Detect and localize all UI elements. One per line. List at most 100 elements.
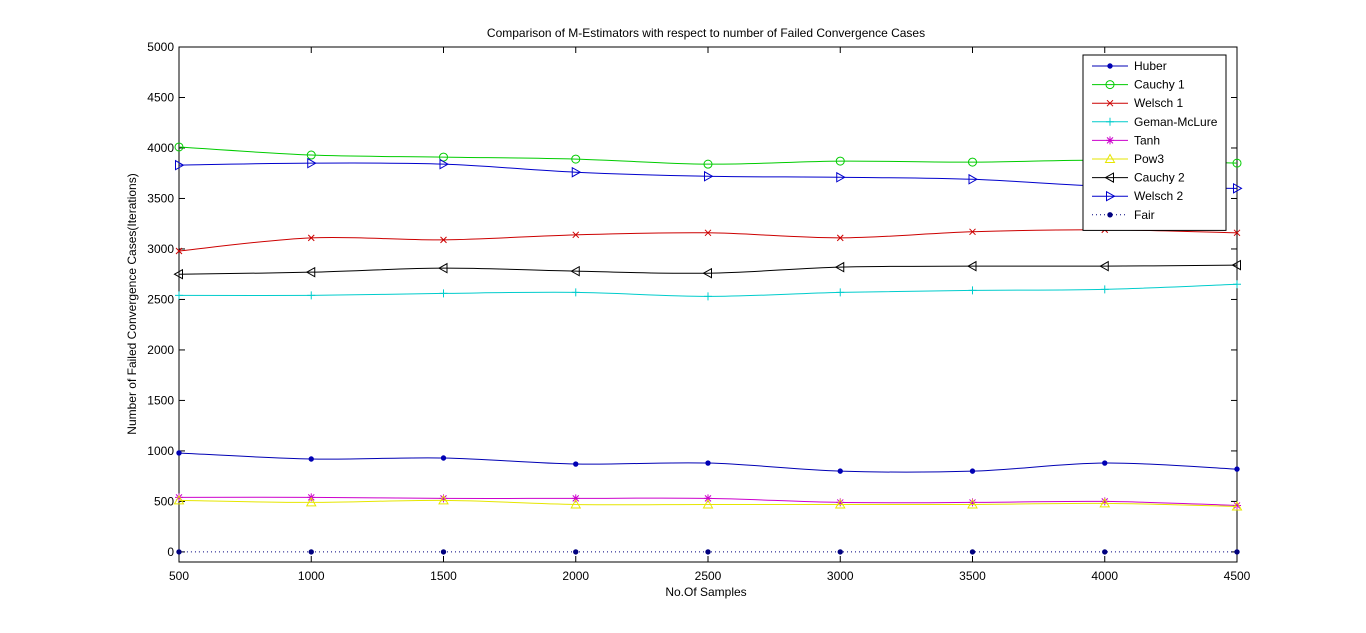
y-tick-label: 0 bbox=[167, 545, 174, 559]
data-point bbox=[968, 286, 977, 295]
legend-entry: Welsch 2 bbox=[1092, 189, 1183, 203]
data-point bbox=[440, 549, 447, 555]
data-point bbox=[307, 291, 316, 300]
y-tick-label: 5000 bbox=[147, 40, 174, 54]
legend-marker bbox=[1104, 153, 1116, 163]
data-point bbox=[439, 494, 448, 503]
data-point bbox=[307, 157, 317, 169]
data-point bbox=[836, 498, 845, 507]
legend-label: Cauchy 2 bbox=[1134, 171, 1185, 185]
series-geman-mclure bbox=[175, 280, 1241, 301]
y-tick-label: 1000 bbox=[147, 444, 174, 458]
legend-marker bbox=[1107, 212, 1113, 218]
data-point bbox=[176, 450, 182, 456]
data-point bbox=[573, 549, 579, 555]
data-point bbox=[571, 154, 581, 164]
legend-entry: Cauchy 1 bbox=[1092, 78, 1185, 92]
data-point bbox=[702, 267, 712, 279]
data-point bbox=[440, 236, 447, 244]
data-point bbox=[834, 261, 845, 273]
series-pow3 bbox=[173, 494, 1243, 511]
y-tick-label: 3000 bbox=[147, 242, 174, 256]
data-point bbox=[175, 493, 183, 502]
data-point bbox=[969, 228, 976, 236]
legend-label: Fair bbox=[1134, 208, 1155, 222]
data-point bbox=[704, 170, 714, 182]
data-point bbox=[969, 549, 976, 555]
series-layer bbox=[173, 142, 1243, 555]
chart-title: Comparison of M-Estimators with respect … bbox=[487, 26, 925, 40]
data-point bbox=[836, 171, 846, 183]
x-axis-title: No.Of Samples bbox=[665, 585, 746, 599]
data-point bbox=[1102, 549, 1108, 555]
legend-entry: Pow3 bbox=[1092, 152, 1164, 166]
legend-label: Huber bbox=[1134, 59, 1167, 73]
data-point bbox=[571, 166, 582, 178]
data-point bbox=[837, 468, 843, 474]
data-point bbox=[968, 498, 977, 507]
data-point bbox=[967, 498, 978, 509]
series-line bbox=[178, 162, 1238, 189]
x-tick-label: 1500 bbox=[430, 569, 457, 583]
data-point bbox=[573, 461, 579, 467]
data-point bbox=[176, 549, 182, 555]
y-tick-label: 2500 bbox=[147, 292, 174, 306]
data-point bbox=[1100, 497, 1109, 506]
data-point bbox=[1233, 229, 1241, 237]
plot-area bbox=[178, 46, 1238, 563]
data-point bbox=[175, 159, 185, 171]
series-cauchy-2 bbox=[173, 259, 1241, 280]
data-point bbox=[969, 468, 976, 474]
legend-label: Cauchy 1 bbox=[1134, 78, 1185, 92]
x-tick-label: 1000 bbox=[298, 569, 325, 583]
series-line bbox=[178, 146, 1238, 165]
data-point bbox=[968, 157, 977, 167]
data-point bbox=[835, 156, 845, 166]
data-point bbox=[175, 291, 183, 300]
legend-entry: Tanh bbox=[1092, 133, 1160, 147]
data-point bbox=[705, 549, 711, 555]
data-point bbox=[1233, 183, 1243, 194]
data-point bbox=[968, 173, 979, 185]
legend-entry: Welsch 1 bbox=[1092, 96, 1183, 110]
x-tick-label: 2500 bbox=[695, 569, 722, 583]
x-tick-label: 3500 bbox=[959, 569, 986, 583]
data-point bbox=[1100, 285, 1109, 294]
y-tick-label: 500 bbox=[154, 494, 174, 508]
data-point bbox=[966, 260, 977, 272]
legend-marker bbox=[1106, 99, 1114, 107]
data-point bbox=[836, 288, 845, 297]
series-huber bbox=[176, 450, 1240, 474]
series-cauchy-1 bbox=[174, 142, 1242, 169]
series-fair bbox=[176, 549, 1240, 555]
y-tick-label: 4500 bbox=[147, 90, 174, 104]
data-point bbox=[837, 549, 843, 555]
legend: Huber Cauchy 1 Welsch 1 Geman-McLure Tanh Pow… bbox=[1082, 54, 1227, 231]
y-tick-label: 1500 bbox=[147, 393, 174, 407]
legend-marker bbox=[1106, 136, 1114, 145]
data-point bbox=[173, 268, 183, 280]
data-point bbox=[305, 496, 317, 507]
legend-label: Geman-McLure bbox=[1134, 115, 1218, 129]
legend-marker bbox=[1104, 172, 1114, 183]
data-point bbox=[570, 265, 580, 277]
data-point bbox=[1231, 500, 1243, 511]
data-point bbox=[1232, 158, 1242, 168]
data-point bbox=[572, 231, 580, 239]
data-point bbox=[308, 456, 314, 462]
legend-marker bbox=[1106, 117, 1114, 126]
series-line bbox=[178, 264, 1238, 275]
data-point bbox=[438, 494, 449, 505]
data-point bbox=[704, 292, 712, 301]
data-point bbox=[1102, 460, 1108, 466]
y-tick-label: 2000 bbox=[147, 343, 174, 357]
data-point bbox=[308, 549, 314, 555]
data-point bbox=[1099, 260, 1109, 272]
legend-marker bbox=[1107, 63, 1113, 69]
data-point bbox=[1233, 501, 1241, 510]
data-point bbox=[834, 498, 846, 509]
data-point bbox=[703, 159, 713, 169]
series-welsch-1 bbox=[175, 226, 1241, 255]
data-point bbox=[704, 494, 712, 503]
